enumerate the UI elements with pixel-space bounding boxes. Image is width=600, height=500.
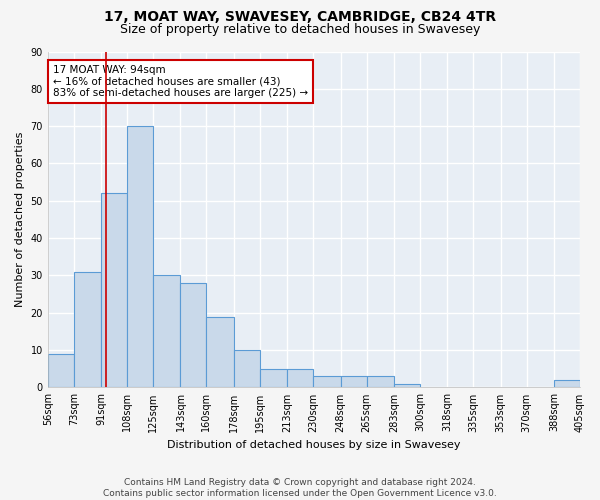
Bar — [153, 276, 181, 388]
Bar — [181, 283, 206, 388]
Text: 17, MOAT WAY, SWAVESEY, CAMBRIDGE, CB24 4TR: 17, MOAT WAY, SWAVESEY, CAMBRIDGE, CB24 … — [104, 10, 496, 24]
Bar — [287, 369, 313, 388]
Bar — [367, 376, 394, 388]
Text: 17 MOAT WAY: 94sqm
← 16% of detached houses are smaller (43)
83% of semi-detache: 17 MOAT WAY: 94sqm ← 16% of detached hou… — [53, 65, 308, 98]
Text: Contains HM Land Registry data © Crown copyright and database right 2024.
Contai: Contains HM Land Registry data © Crown c… — [103, 478, 497, 498]
Bar — [313, 376, 341, 388]
Text: Size of property relative to detached houses in Swavesey: Size of property relative to detached ho… — [120, 22, 480, 36]
Bar — [394, 384, 420, 388]
Bar — [206, 316, 234, 388]
X-axis label: Distribution of detached houses by size in Swavesey: Distribution of detached houses by size … — [167, 440, 461, 450]
Bar — [48, 354, 74, 388]
Bar — [260, 369, 287, 388]
Bar — [234, 350, 260, 388]
Bar — [341, 376, 367, 388]
Bar — [101, 194, 127, 388]
Bar — [74, 272, 101, 388]
Y-axis label: Number of detached properties: Number of detached properties — [15, 132, 25, 307]
Bar — [127, 126, 153, 388]
Bar — [554, 380, 580, 388]
